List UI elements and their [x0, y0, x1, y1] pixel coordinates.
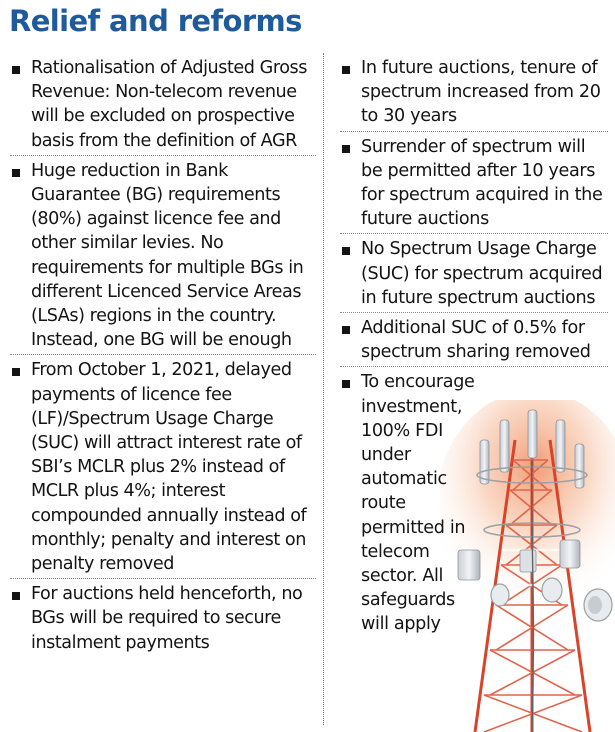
- page-title: Relief and reforms: [9, 4, 302, 38]
- column-divider: [323, 53, 324, 725]
- list-item: Additional SUC of 0.5% for spectrum shar…: [340, 312, 608, 366]
- list-item: To encourage investment, 100% FDI under …: [340, 366, 608, 696]
- bullet-square-icon: [12, 66, 20, 74]
- list-item: For auctions held henceforth, no BGs wil…: [10, 578, 316, 657]
- left-column: Rationalisation of Adjusted Gross Revenu…: [10, 53, 316, 657]
- bullet-square-icon: [12, 592, 20, 601]
- bullet-square-icon: [342, 326, 350, 335]
- bullet-square-icon: [342, 144, 350, 153]
- list-item-text: For auctions held henceforth, no BGs wil…: [31, 584, 303, 653]
- list-item-text: From October 1, 2021, delayed payments o…: [31, 360, 307, 575]
- list-item: In future auctions, tenure of spectrum i…: [340, 53, 608, 131]
- bullet-square-icon: [342, 66, 350, 74]
- list-item-text: No Spectrum Usage Charge (SUC) for spect…: [361, 239, 603, 308]
- bullet-square-icon: [12, 368, 20, 377]
- list-item-text: To encourage investment, 100% FDI under …: [361, 372, 475, 635]
- telecom-tower-icon: [440, 400, 615, 732]
- list-item-text: In future auctions, tenure of spectrum i…: [361, 58, 601, 127]
- list-item-text: Surrender of spectrum will be permitted …: [361, 136, 603, 230]
- list-item-text: Rationalisation of Adjusted Gross Revenu…: [31, 58, 307, 151]
- list-item-text: Huge reduction in Bank Guarantee (BG) re…: [31, 160, 304, 351]
- bullet-square-icon: [12, 168, 20, 177]
- list-item: Rationalisation of Adjusted Gross Revenu…: [10, 53, 316, 155]
- right-column: In future auctions, tenure of spectrum i…: [340, 53, 608, 696]
- bullet-square-icon: [342, 247, 350, 256]
- list-item: Huge reduction in Bank Guarantee (BG) re…: [10, 154, 316, 355]
- list-item-text: Additional SUC of 0.5% for spectrum shar…: [361, 318, 591, 363]
- bullet-square-icon: [342, 380, 350, 389]
- list-item: From October 1, 2021, delayed payments o…: [10, 354, 316, 578]
- list-item: Surrender of spectrum will be permitted …: [340, 130, 608, 234]
- list-item: No Spectrum Usage Charge (SUC) for spect…: [340, 233, 608, 312]
